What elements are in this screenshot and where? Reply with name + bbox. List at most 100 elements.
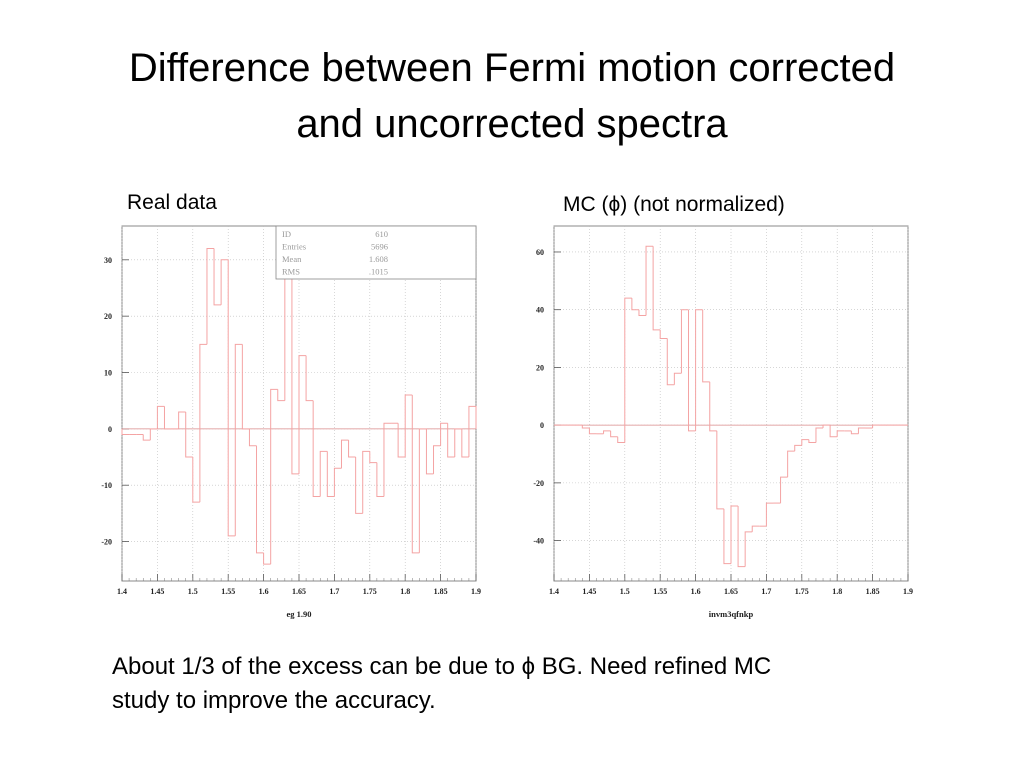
y-tick-label: 10 (104, 369, 112, 378)
x-tick-label: 1.85 (434, 587, 448, 596)
x-tick-label: 1.75 (363, 587, 377, 596)
histogram-bin (716, 430, 724, 510)
histogram-bin (850, 430, 859, 435)
histogram-bin (695, 309, 703, 431)
y-tick-label: 0 (108, 425, 112, 434)
stats-box (275, 225, 477, 280)
histogram-bin (305, 355, 314, 402)
histogram-bin (730, 505, 739, 564)
x-tick-label: 1.8 (832, 587, 842, 596)
stats-value: .1015 (369, 267, 388, 277)
histogram-bin (291, 259, 299, 475)
histogram-bin (652, 246, 661, 331)
histogram-bin (702, 309, 710, 383)
y-tick-label: 0 (540, 421, 544, 430)
histogram-bin (220, 259, 229, 305)
histogram-bin (234, 343, 243, 536)
histogram-bin (794, 444, 802, 452)
histogram-bin (142, 434, 151, 441)
histogram-bin (411, 395, 420, 554)
histogram-bin (397, 423, 406, 458)
histogram-bin (680, 309, 689, 374)
histogram-bin (709, 381, 717, 432)
y-tick-label: 30 (104, 256, 112, 265)
stats-key: Entries (282, 242, 306, 252)
x-tick-label: 1.55 (221, 587, 235, 596)
histogram-bin (787, 450, 795, 478)
x-tick-label: 1.5 (620, 587, 630, 596)
histogram-bin (121, 428, 130, 435)
slide-title: Difference between Fermi motion correcte… (0, 40, 1024, 152)
histogram-bin (312, 400, 321, 497)
left-plot-label: Real data (127, 191, 217, 214)
histogram-bin (801, 439, 809, 446)
histogram-bin (822, 424, 831, 429)
histogram-bin (192, 457, 200, 503)
histogram-bin (836, 430, 845, 437)
x-tick-label: 1.6 (259, 587, 269, 596)
histogram-bin (298, 355, 307, 474)
histogram-bin (808, 439, 816, 443)
histogram-bin (765, 502, 774, 527)
histogram-bin (355, 457, 363, 514)
y-tick-label: 60 (536, 248, 544, 257)
histogram-bin (829, 425, 838, 438)
x-tick-label: 1.9 (471, 587, 481, 596)
histogram-bin (256, 445, 264, 554)
x-tick-label: 1.6 (691, 587, 701, 596)
histogram-bin (369, 451, 377, 464)
histogram-bin (185, 411, 193, 458)
histogram-bin (383, 422, 392, 497)
histogram-bin (815, 427, 824, 443)
histogram-bin (277, 389, 285, 402)
histogram-bin (744, 531, 753, 567)
histogram-bin (440, 422, 448, 446)
histogram-bin (270, 388, 278, 565)
stats-value: 610 (375, 229, 388, 239)
histogram-bin (433, 445, 441, 474)
x-tick-label: 1.8 (400, 587, 410, 596)
y-tick-label: -40 (533, 537, 544, 546)
histogram-bin (603, 430, 611, 434)
x-tick-label: 1.5 (188, 587, 198, 596)
x-tick-label: 1.45 (150, 587, 164, 596)
histogram-bin (149, 428, 158, 441)
histogram-bin (631, 298, 639, 311)
histogram-bin (447, 423, 455, 458)
histogram-bin (454, 428, 462, 458)
x-tick-label: 1.65 (292, 587, 306, 596)
x-tick-label: 1.4 (549, 587, 559, 596)
y-tick-label: 20 (104, 312, 112, 321)
slide-caption: About 1/3 of the excess can be due to ϕ … (112, 650, 932, 718)
histogram-bin (617, 436, 625, 443)
histogram-bin (659, 329, 668, 340)
histogram-bin (206, 248, 215, 345)
histogram-bin (468, 405, 477, 458)
histogram-bin (425, 428, 434, 475)
histogram-bin (156, 405, 165, 429)
x-tick-label: 1.7 (329, 587, 339, 596)
x-tick-label: 1.85 (866, 587, 880, 596)
x-axis-title: invm3qfnkp (709, 609, 754, 619)
histogram-bin (263, 552, 271, 565)
histogram-bin (348, 440, 356, 458)
x-tick-label: 1.7 (761, 587, 771, 596)
x-axis-title: eg 1.90 (286, 609, 311, 619)
histogram-bin (404, 394, 413, 458)
x-tick-label: 1.75 (795, 587, 809, 596)
histogram-bin (624, 297, 632, 443)
histogram-bin (673, 372, 682, 385)
histogram-bin (319, 450, 328, 497)
y-tick-label: -20 (101, 538, 112, 547)
x-tick-label: 1.55 (653, 587, 667, 596)
x-tick-label: 1.9 (903, 587, 913, 596)
histogram-bin (248, 428, 257, 447)
histogram-bin (638, 309, 647, 316)
histogram-bin (581, 425, 590, 429)
histogram-bin (227, 259, 236, 537)
y-tick-label: -10 (101, 481, 112, 490)
caption-line-2: study to improve the accuracy. (112, 687, 436, 714)
histogram-bin (610, 430, 618, 438)
histogram-bin (376, 462, 384, 497)
stats-key: Mean (282, 254, 302, 264)
